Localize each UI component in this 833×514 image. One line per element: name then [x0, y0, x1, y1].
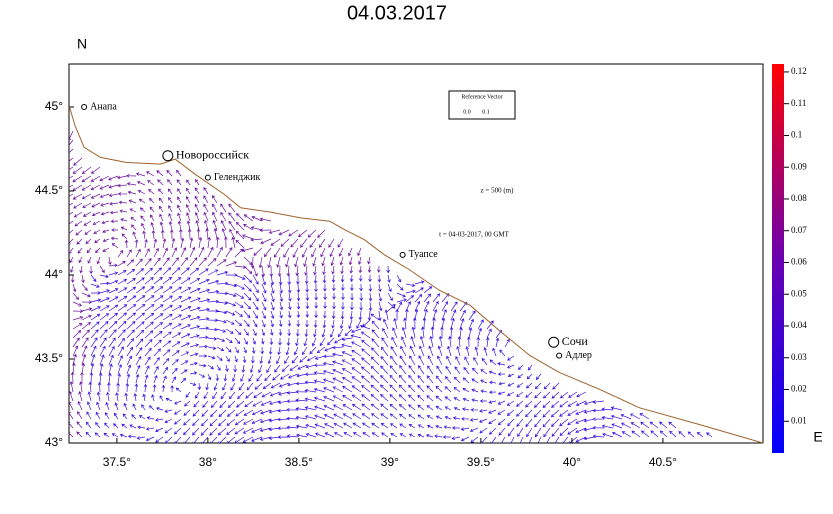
x-tick-label: 38.5° [285, 455, 313, 469]
city-label: Новороссийск [176, 147, 249, 161]
title: 04.03.2017 [347, 2, 447, 24]
city-marker [548, 336, 560, 348]
y-tick-label: 45° [45, 99, 63, 113]
reference-label: 0.0 [463, 109, 471, 115]
vector-field-group [69, 130, 713, 443]
colorbar-tick-label: 0.1 [791, 130, 802, 140]
city-label: Туапсе [409, 249, 439, 260]
y-tick-label: 43.5° [35, 351, 63, 365]
colorbar-tick-label: 0.08 [791, 193, 807, 203]
x-tick-label: 40.5° [649, 455, 677, 469]
y-tick-label: 44° [45, 267, 63, 281]
vector-arrows [85, 265, 713, 443]
y-tick-label: 43° [45, 435, 63, 449]
reference-label: 0.1 [482, 109, 490, 115]
colorbar-tick-label: 0.03 [791, 352, 807, 362]
time-label: t = 04-03-2017, 00 GMT [439, 231, 510, 239]
depth-label: z = 500 (m) [481, 187, 515, 195]
x-tick-label: 37.5° [103, 455, 131, 469]
colorbar-tick-label: 0.12 [791, 66, 807, 76]
city-marker [204, 174, 211, 181]
colorbar-tick-label: 0.01 [791, 415, 807, 425]
city-label: Адлер [565, 350, 592, 361]
x-tick-label: 38° [199, 455, 217, 469]
colorbar-tick-label: 0.11 [791, 98, 806, 108]
colorbar-tick-label: 0.04 [791, 320, 807, 330]
plot-frame [68, 63, 764, 444]
city-marker [81, 104, 88, 111]
city-marker [556, 352, 563, 359]
reference-title: Reference Vector [461, 93, 502, 100]
colorbar-tick-label: 0.05 [791, 288, 807, 298]
north-label: N [77, 36, 87, 52]
colorbar-tick-label: 0.02 [791, 384, 807, 394]
city-label: Анапа [90, 101, 117, 112]
city-label: Сочи [562, 334, 589, 348]
east-label: E [813, 429, 822, 445]
colorbar-tick-label: 0.09 [791, 161, 807, 171]
city-label: Геленджик [214, 172, 261, 183]
reference-box [448, 90, 516, 120]
x-tick-label: 40° [563, 455, 581, 469]
coastline [69, 106, 764, 444]
colorbar-tick-label: 0.06 [791, 257, 807, 267]
colorbar [772, 64, 784, 453]
vector-arrows [69, 130, 381, 438]
x-tick-label: 39° [381, 455, 399, 469]
city-marker [162, 150, 174, 162]
x-tick-label: 39.5° [467, 455, 495, 469]
colorbar-tick-label: 0.07 [791, 225, 807, 235]
overlay: 37.5° 38° 38.5° 39° 39.5° 40° 40.5° 43° 43.5° 44°… [35, 66, 807, 469]
city-marker [399, 251, 406, 258]
y-tick-label: 44.5° [35, 183, 63, 197]
